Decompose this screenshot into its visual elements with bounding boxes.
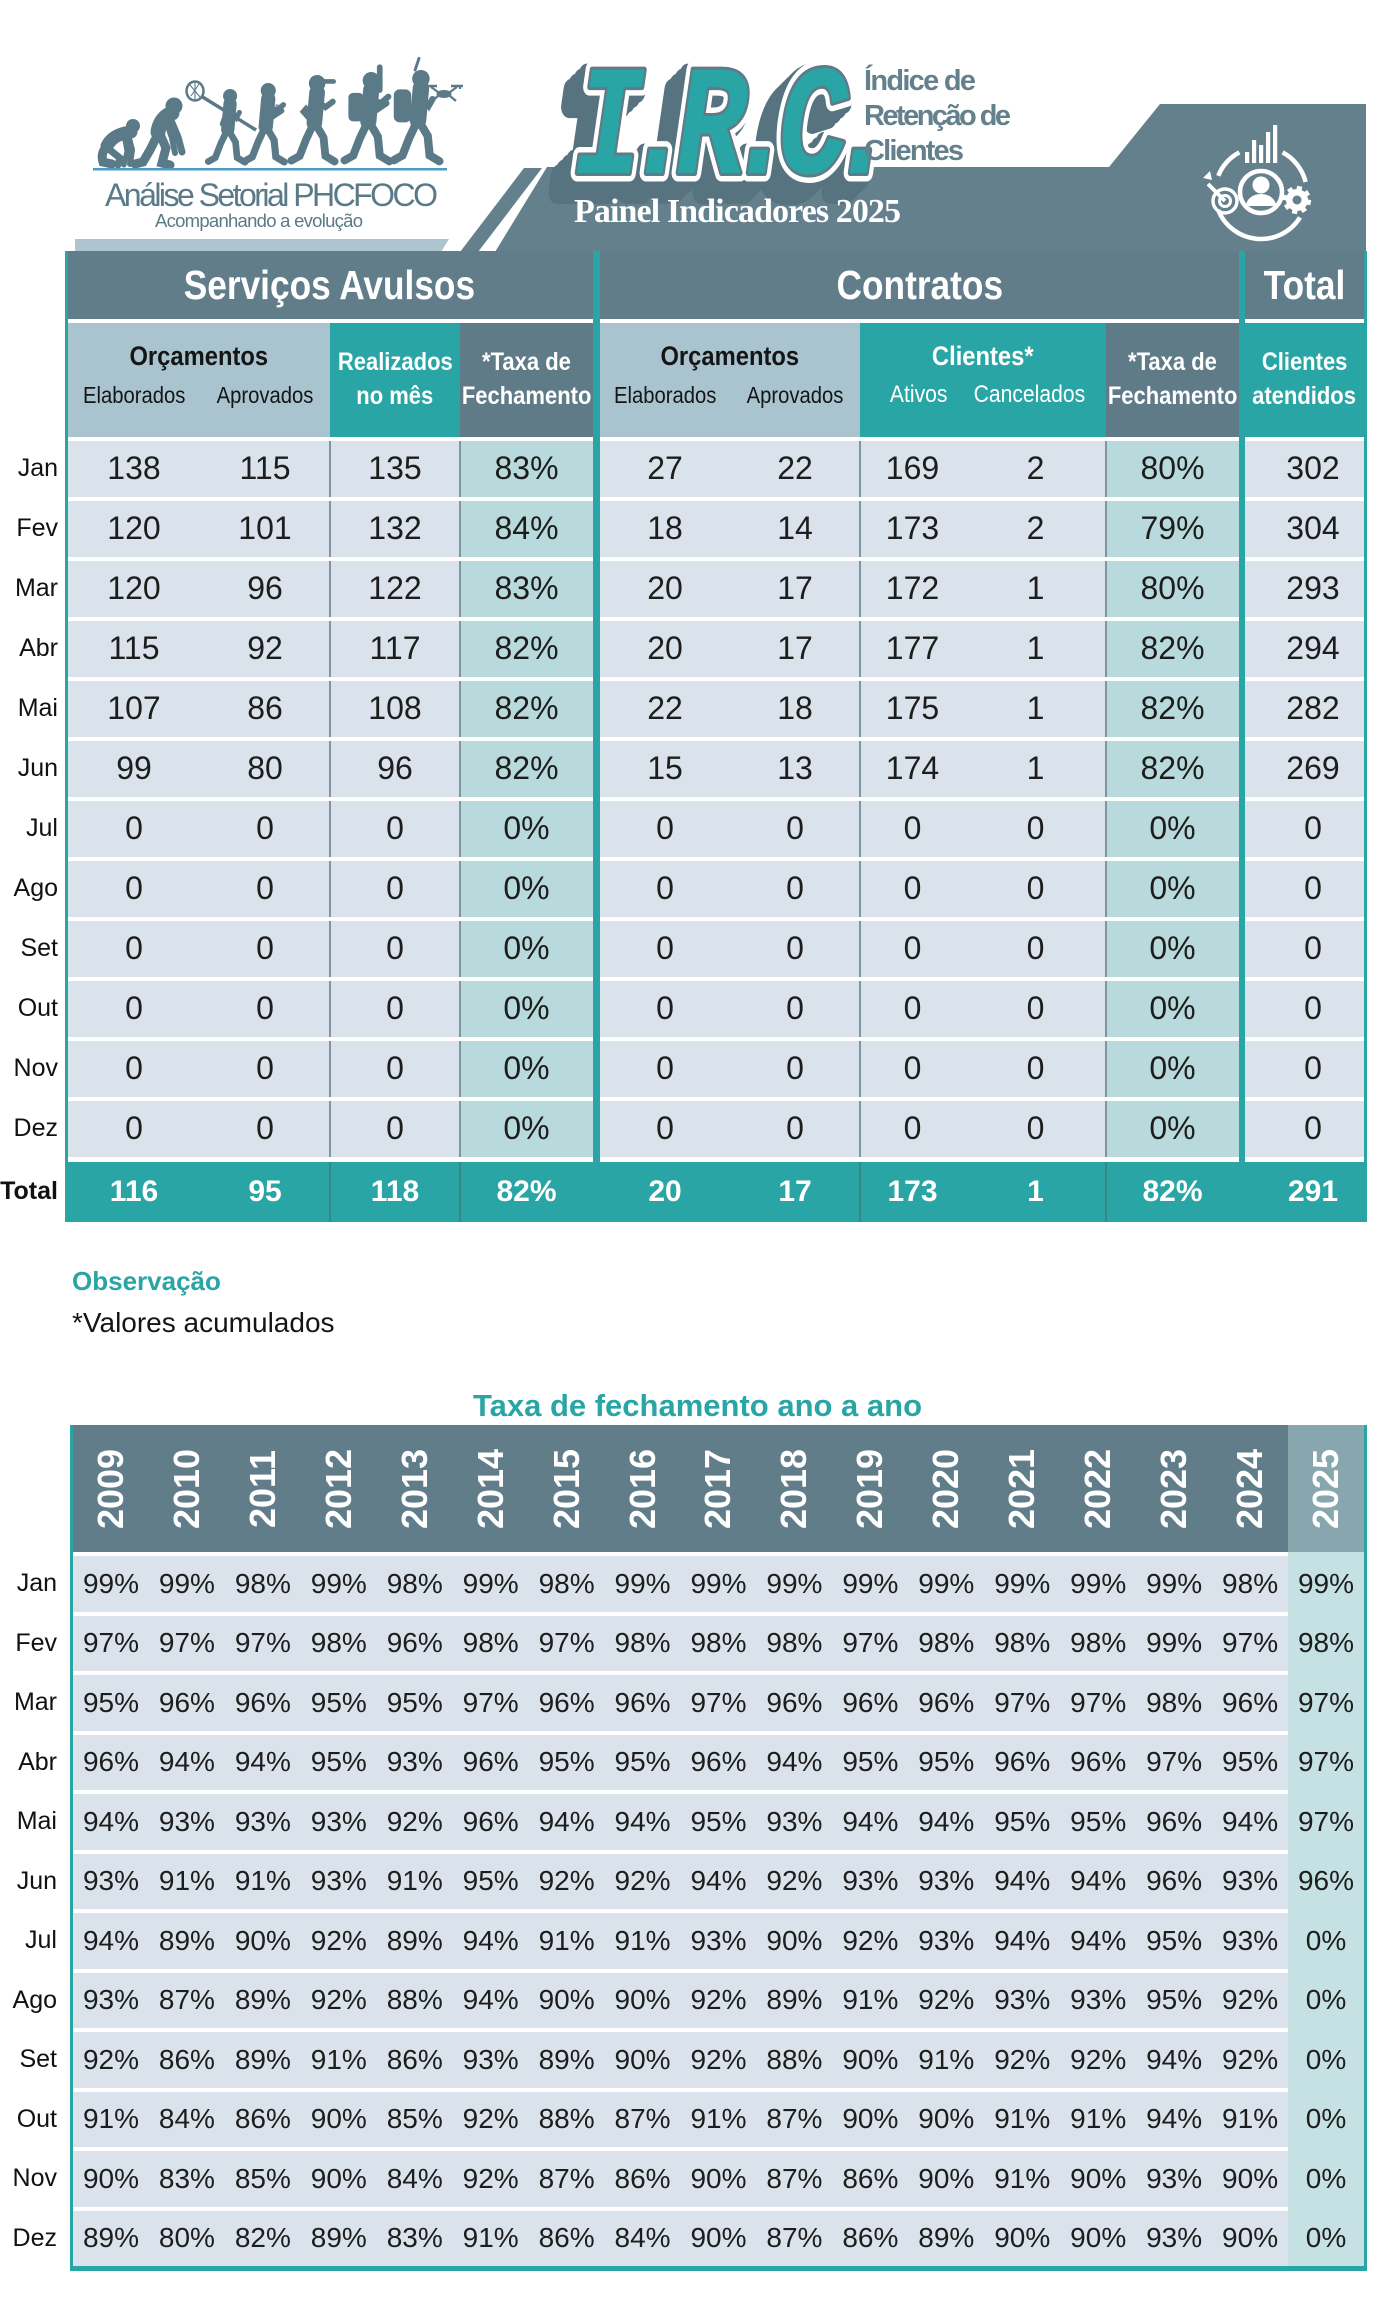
svg-text:Clientes: Clientes	[864, 135, 964, 167]
svg-text:I.R.C.: I.R.C.	[569, 48, 875, 226]
svg-text:I.R.C.: I.R.C.	[564, 53, 870, 231]
svg-text:I.R.C.: I.R.C.	[574, 43, 880, 221]
svg-text:Retenção de: Retenção de	[864, 100, 1011, 132]
svg-text:Painel Indicadores 2025: Painel Indicadores 2025	[574, 193, 901, 230]
svg-text:I.R.C.: I.R.C.	[574, 43, 880, 221]
svg-text:I.R.C.: I.R.C.	[574, 43, 880, 221]
svg-text:I.R.C.: I.R.C.	[554, 63, 860, 241]
svg-text:Acompanhando a evolução: Acompanhando a evolução	[155, 210, 363, 231]
svg-text:Índice de: Índice de	[864, 63, 976, 97]
svg-text:Análise Setorial PHCFOCO: Análise Setorial PHCFOCO	[105, 177, 438, 213]
svg-text:I.R.C.: I.R.C.	[559, 58, 865, 236]
